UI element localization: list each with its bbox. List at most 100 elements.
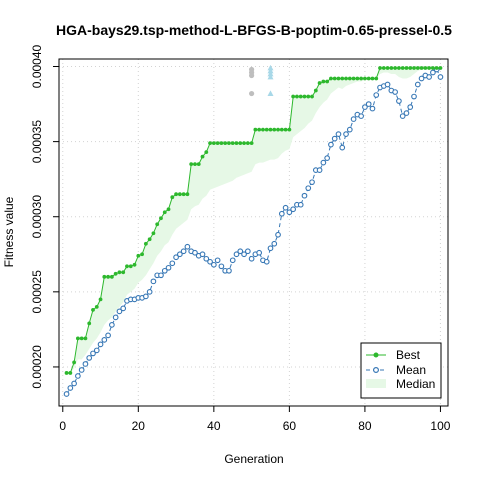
mean-point (407, 104, 414, 110)
mean-point (271, 240, 278, 247)
mean-point (365, 101, 372, 107)
mean-point (207, 258, 213, 265)
best-point (64, 371, 69, 375)
mean-point (229, 257, 236, 264)
best-point (344, 76, 348, 81)
mean-point (309, 179, 315, 186)
best-point (177, 192, 182, 197)
mean-point (244, 248, 251, 255)
best-point (336, 76, 341, 81)
legend-item-best: Best (366, 348, 421, 362)
plot-frame (58, 58, 449, 407)
best-point (355, 76, 360, 81)
legend-median-label: Median (396, 377, 435, 391)
mean-point (158, 272, 164, 279)
x-tick-label: 100 (430, 419, 450, 433)
best-point (83, 336, 88, 341)
mean-point (177, 251, 183, 258)
best-point (234, 141, 239, 146)
best-point (363, 76, 367, 81)
mean-point (320, 159, 327, 166)
mean-point (146, 288, 153, 295)
best-point (389, 66, 394, 70)
mean-point (305, 185, 312, 192)
best-point (125, 264, 129, 269)
outlier-triangle (267, 73, 274, 80)
mean-series (63, 66, 444, 397)
best-point (419, 66, 424, 70)
best-point (415, 66, 420, 70)
best-point (113, 271, 118, 276)
mean-point (105, 332, 111, 339)
best-series (64, 66, 443, 375)
x-tick-label: 0 (59, 419, 66, 433)
best-point (400, 66, 405, 70)
mean-point (214, 257, 221, 264)
best-point (272, 127, 277, 132)
best-point (317, 81, 322, 85)
mean-point (86, 355, 93, 361)
best-point (408, 66, 413, 70)
best-point (268, 127, 273, 132)
best-point (412, 66, 416, 70)
mean-point (75, 373, 81, 379)
mean-point (346, 126, 353, 133)
x-axis-label: Generation (224, 452, 283, 466)
best-point (257, 127, 262, 132)
best-point (332, 76, 337, 81)
best-point (438, 66, 443, 70)
mean-point (203, 255, 210, 262)
outlier-triangle (267, 67, 274, 74)
best-point (219, 141, 224, 146)
outlier-circle (249, 72, 255, 79)
best-point (276, 127, 280, 132)
mean-point (396, 98, 402, 104)
best-point (302, 94, 307, 99)
legend-item-mean: Mean (366, 363, 426, 377)
outlier-triangle (267, 70, 274, 77)
best-point (321, 79, 326, 84)
mean-point (343, 131, 349, 137)
mean-point (165, 264, 172, 271)
mean-point (369, 105, 376, 112)
best-point (200, 154, 205, 159)
best-point (143, 241, 148, 246)
mean-point (437, 74, 444, 80)
best-point (325, 79, 330, 84)
mean-point (192, 249, 198, 256)
mean-point (350, 116, 357, 122)
mean-point (150, 278, 157, 285)
x-tick-label: 20 (132, 419, 146, 433)
mean-point (226, 267, 232, 274)
mean-point (278, 210, 285, 217)
best-point (223, 141, 228, 146)
best-point (423, 66, 428, 70)
best-point (287, 127, 292, 132)
mean-point (384, 81, 391, 88)
mean-point (93, 347, 100, 354)
mean-point (263, 258, 270, 265)
mean-point (90, 350, 96, 357)
mean-point (109, 322, 115, 328)
x-tick-label: 40 (207, 419, 221, 433)
mean-point (101, 337, 108, 343)
best-point (227, 141, 231, 146)
mean-point (324, 155, 330, 161)
mean-point (426, 74, 432, 80)
best-point (189, 162, 194, 167)
legend-median-swatch (366, 379, 386, 388)
best-point (378, 66, 382, 70)
best-point (94, 304, 99, 309)
best-point (136, 253, 141, 258)
best-point (351, 76, 356, 81)
legend-best-marker (373, 352, 379, 358)
best-point (283, 127, 288, 132)
mean-point (373, 92, 380, 98)
y-tick-label: 0.00030 (30, 195, 44, 239)
mean-point (430, 69, 436, 76)
mean-point (411, 93, 417, 100)
best-point (381, 66, 386, 70)
best-point (208, 141, 212, 146)
outlier-circle (249, 90, 255, 97)
